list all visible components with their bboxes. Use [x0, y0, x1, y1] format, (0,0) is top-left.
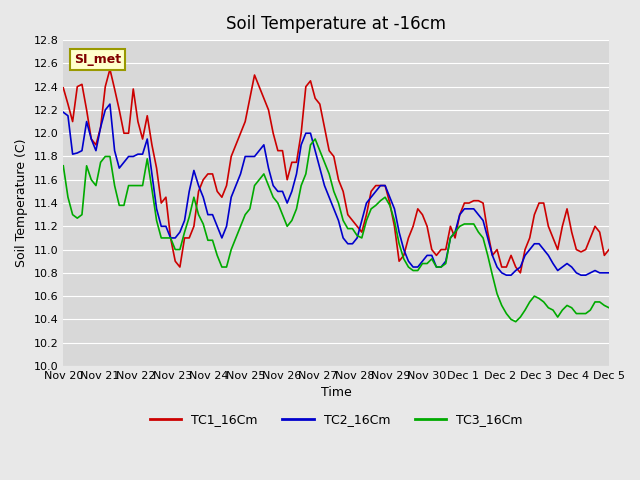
Title: Soil Temperature at -16cm: Soil Temperature at -16cm — [226, 15, 446, 33]
Legend: TC1_16Cm, TC2_16Cm, TC3_16Cm: TC1_16Cm, TC2_16Cm, TC3_16Cm — [145, 408, 528, 432]
Y-axis label: Soil Temperature (C): Soil Temperature (C) — [15, 139, 28, 267]
Text: SI_met: SI_met — [74, 53, 122, 66]
X-axis label: Time: Time — [321, 386, 351, 399]
